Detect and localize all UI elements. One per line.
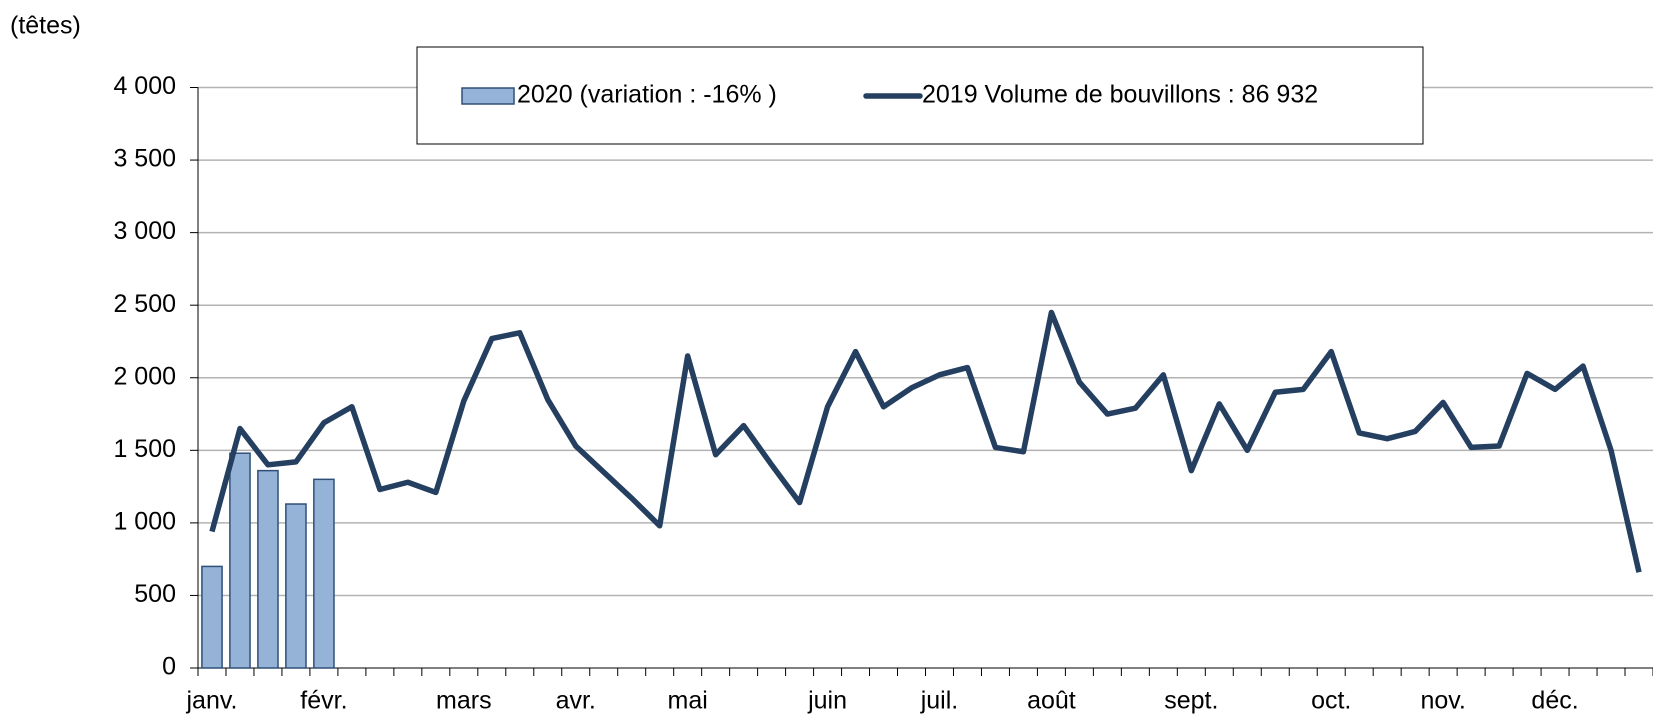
x-tick-label: oct. [1311, 687, 1351, 715]
x-tick-label: mars [436, 687, 492, 715]
y-tick-label: 2 000 [113, 362, 176, 390]
x-tick-label: août [1027, 687, 1076, 715]
x-tick-label: févr. [300, 687, 347, 715]
x-tick-label: juin [807, 687, 847, 715]
bar [201, 565, 223, 669]
y-tick-label: 4 000 [113, 72, 176, 100]
legend-label: 2020 (variation : -16% ) [517, 81, 777, 109]
y-tick-label: 500 [134, 580, 176, 608]
x-tick-label: avr. [556, 687, 596, 715]
x-tick-label: juil. [920, 687, 959, 715]
bar [229, 452, 251, 669]
line [209, 309, 1642, 573]
x-tick-label: sept. [1164, 687, 1218, 715]
bar [313, 478, 335, 669]
y-tick-label: 1 500 [113, 435, 176, 463]
x-tick-label: mai [668, 687, 708, 715]
x-tick-label: déc. [1531, 687, 1578, 715]
bar [257, 469, 279, 669]
y-tick-label: 3 500 [113, 145, 176, 173]
y-tick-label: 0 [162, 653, 176, 681]
y-axis-label: (têtes) [10, 12, 81, 40]
x-tick-label: nov. [1420, 687, 1465, 715]
x-tick-label: janv. [186, 687, 238, 715]
legend-swatch [461, 87, 515, 105]
bar [285, 503, 307, 669]
y-tick-label: 3 000 [113, 217, 176, 245]
legend-label: 2019 Volume de bouvillons : 86 932 [922, 81, 1318, 109]
y-tick-label: 1 000 [113, 507, 176, 535]
y-tick-label: 2 500 [113, 290, 176, 318]
